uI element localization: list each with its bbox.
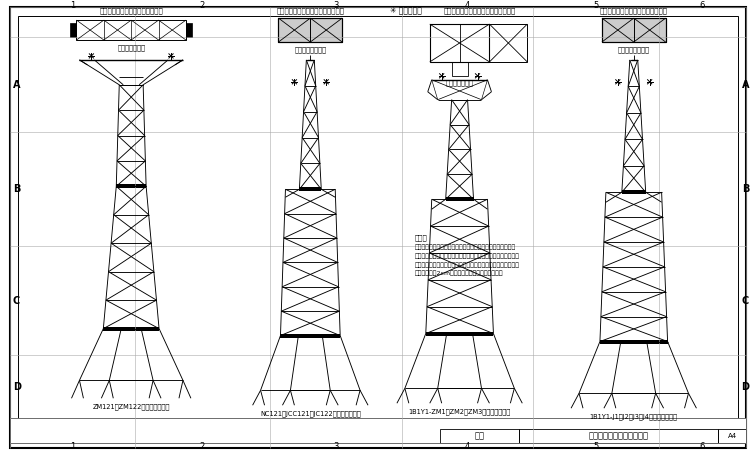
Text: 3: 3: [333, 0, 339, 10]
Bar: [446, 197, 473, 201]
Bar: [718, 429, 746, 443]
Bar: [602, 18, 665, 42]
Text: D: D: [741, 382, 749, 392]
Bar: [278, 18, 342, 42]
Text: 6: 6: [700, 442, 705, 451]
Text: 4: 4: [465, 442, 470, 451]
Bar: [600, 340, 668, 343]
Bar: [104, 327, 159, 331]
Text: NC121、JCC121、JC122杆装位置示意图: NC121、JCC121、JC122杆装位置示意图: [260, 410, 361, 417]
Bar: [10, 418, 746, 443]
Bar: [70, 23, 76, 37]
Bar: [116, 184, 146, 188]
Bar: [280, 333, 340, 337]
Text: 本图所涉及各杆型，不能过过申申请各铁塔号上的打件，第介: 本图所涉及各杆型，不能过过申申请各铁塔号上的打件，第介: [415, 244, 516, 250]
Text: 3: 3: [333, 442, 339, 451]
Bar: [440, 429, 519, 443]
Text: 6: 6: [700, 0, 705, 10]
Text: 说明：: 说明：: [415, 234, 428, 241]
Text: A: A: [742, 80, 749, 90]
Text: 布线架支架上平面: 布线架支架上平面: [618, 46, 649, 53]
Bar: [451, 62, 467, 76]
Text: 2: 2: [200, 442, 205, 451]
Bar: [299, 187, 321, 191]
Bar: [519, 429, 718, 443]
Text: 安装在中横担上平面斜材中间位置: 安装在中横担上平面斜材中间位置: [99, 8, 163, 14]
Text: 布线架支架上平面: 布线架支架上平面: [294, 46, 327, 53]
Text: ✳ 航空警示灯: ✳ 航空警示灯: [390, 7, 422, 16]
Bar: [186, 23, 192, 37]
Text: C: C: [13, 296, 20, 306]
Bar: [76, 20, 186, 40]
Bar: [622, 190, 646, 194]
Text: 布线架支架正面: 布线架支架正面: [445, 80, 473, 87]
Text: 中间横担上平面: 中间横担上平面: [117, 44, 145, 51]
Text: B: B: [742, 184, 749, 194]
Bar: [278, 18, 342, 42]
Bar: [602, 18, 665, 42]
Bar: [429, 24, 489, 62]
Text: 1: 1: [70, 442, 75, 451]
Bar: [426, 332, 494, 336]
Text: D: D: [13, 382, 20, 392]
Text: A: A: [13, 80, 20, 90]
Text: B: B: [13, 184, 20, 194]
Text: 5: 5: [593, 442, 599, 451]
Text: 2: 2: [200, 0, 205, 10]
Text: 安装在地线支架上平面主材中间位置: 安装在地线支架上平面主材中间位置: [277, 8, 344, 14]
Text: 4: 4: [465, 0, 470, 10]
Text: 位间距不小于2cm，本相向按省铁副结系统设计。: 位间距不小于2cm，本相向按省铁副结系统设计。: [415, 271, 503, 276]
Text: A4: A4: [728, 433, 737, 439]
Text: 1B1Y1-ZM1、ZM2、ZM3杆装位置示意图: 1B1Y1-ZM1、ZM2、ZM3杆装位置示意图: [408, 408, 511, 415]
Text: 1: 1: [70, 0, 75, 10]
Text: 图号: 图号: [475, 432, 485, 441]
Text: 航空警示灯安装位置示意图: 航空警示灯安装位置示意图: [589, 432, 649, 441]
Text: 5: 5: [593, 0, 599, 10]
Text: 进相接触，但管端显示面前方本各种附件体式材料）与铁各打件: 进相接触，但管端显示面前方本各种附件体式材料）与铁各打件: [415, 262, 520, 268]
Text: 安装在地线支架上平面斜材横梁上位置: 安装在地线支架上平面斜材横梁上位置: [443, 8, 516, 14]
Bar: [489, 24, 527, 62]
Text: ZM121、ZM122杆装位置示意图: ZM121、ZM122杆装位置示意图: [92, 403, 170, 410]
Text: 1B1Y1-J1、J2、J3、J4杆装位置示意图: 1B1Y1-J1、J2、J3、J4杆装位置示意图: [590, 413, 678, 420]
Text: C: C: [742, 296, 749, 306]
Text: 情铁件件的横档架，对其他铁塔请间不质量铁安装位置前的打件: 情铁件件的横档架，对其他铁塔请间不质量铁安装位置前的打件: [415, 253, 520, 259]
Text: 安装在地线支架上平面主材中间位置: 安装在地线支架上平面主材中间位置: [600, 8, 668, 14]
